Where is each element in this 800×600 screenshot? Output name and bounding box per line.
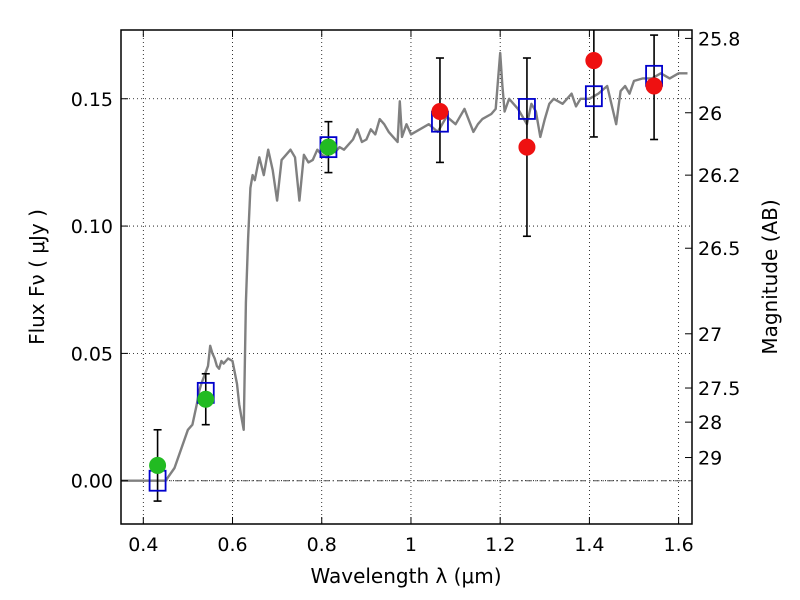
- y-tick-label: 0.15: [71, 89, 113, 111]
- x-axis-label: Wavelength λ (μm): [310, 564, 501, 588]
- observed-nir-point: [518, 138, 536, 156]
- y-tick-label: 0.10: [71, 216, 113, 238]
- observed-optical-point: [149, 456, 167, 474]
- tick-labels: 0.4 0.6 0.8 1 1.2 1.4 1.6 0.00 0.05 0.10 0.15 25.8 2…: [71, 28, 741, 556]
- model-photometry-square: [584, 85, 603, 108]
- model-spectrum-line: [121, 51, 688, 482]
- x-tick-label: 1: [405, 534, 417, 556]
- right-tick-label: 28: [698, 412, 722, 434]
- right-tick-label: 29: [698, 448, 722, 470]
- plot-frame: [120, 29, 693, 525]
- observed-optical-point: [197, 390, 215, 408]
- observed-nir-point: [645, 77, 663, 95]
- observed-optical-point: [319, 138, 337, 156]
- y-axis-label: Flux Fν ( μJy ): [25, 209, 49, 345]
- x-tick-label: 0.8: [307, 534, 337, 556]
- right-tick-label: 27: [698, 324, 722, 346]
- y-tick-label: 0.00: [71, 471, 113, 493]
- right-tick-label: 27.5: [698, 378, 740, 400]
- observed-nir-point: [431, 102, 449, 120]
- plot-background: [121, 30, 692, 524]
- right-axis-label: Magnitude (AB): [758, 199, 782, 354]
- right-tick-label: 26: [698, 103, 722, 125]
- right-tick-label: 26.5: [698, 238, 740, 260]
- x-tick-label: 0.4: [128, 534, 158, 556]
- x-tick-label: 1.2: [485, 534, 515, 556]
- observed-nir-point: [585, 52, 603, 70]
- x-tick-label: 0.6: [217, 534, 247, 556]
- right-tick-label: 26.2: [698, 165, 740, 187]
- model-photometry-square: [518, 98, 536, 120]
- x-tick-label: 1.6: [664, 534, 694, 556]
- right-tick-label: 25.8: [698, 28, 740, 50]
- axis-ticks: [121, 30, 692, 524]
- plot-area: [121, 51, 688, 482]
- x-tick-label: 1.4: [574, 534, 604, 556]
- y-tick-label: 0.05: [71, 343, 113, 365]
- data-markers: [148, 52, 663, 492]
